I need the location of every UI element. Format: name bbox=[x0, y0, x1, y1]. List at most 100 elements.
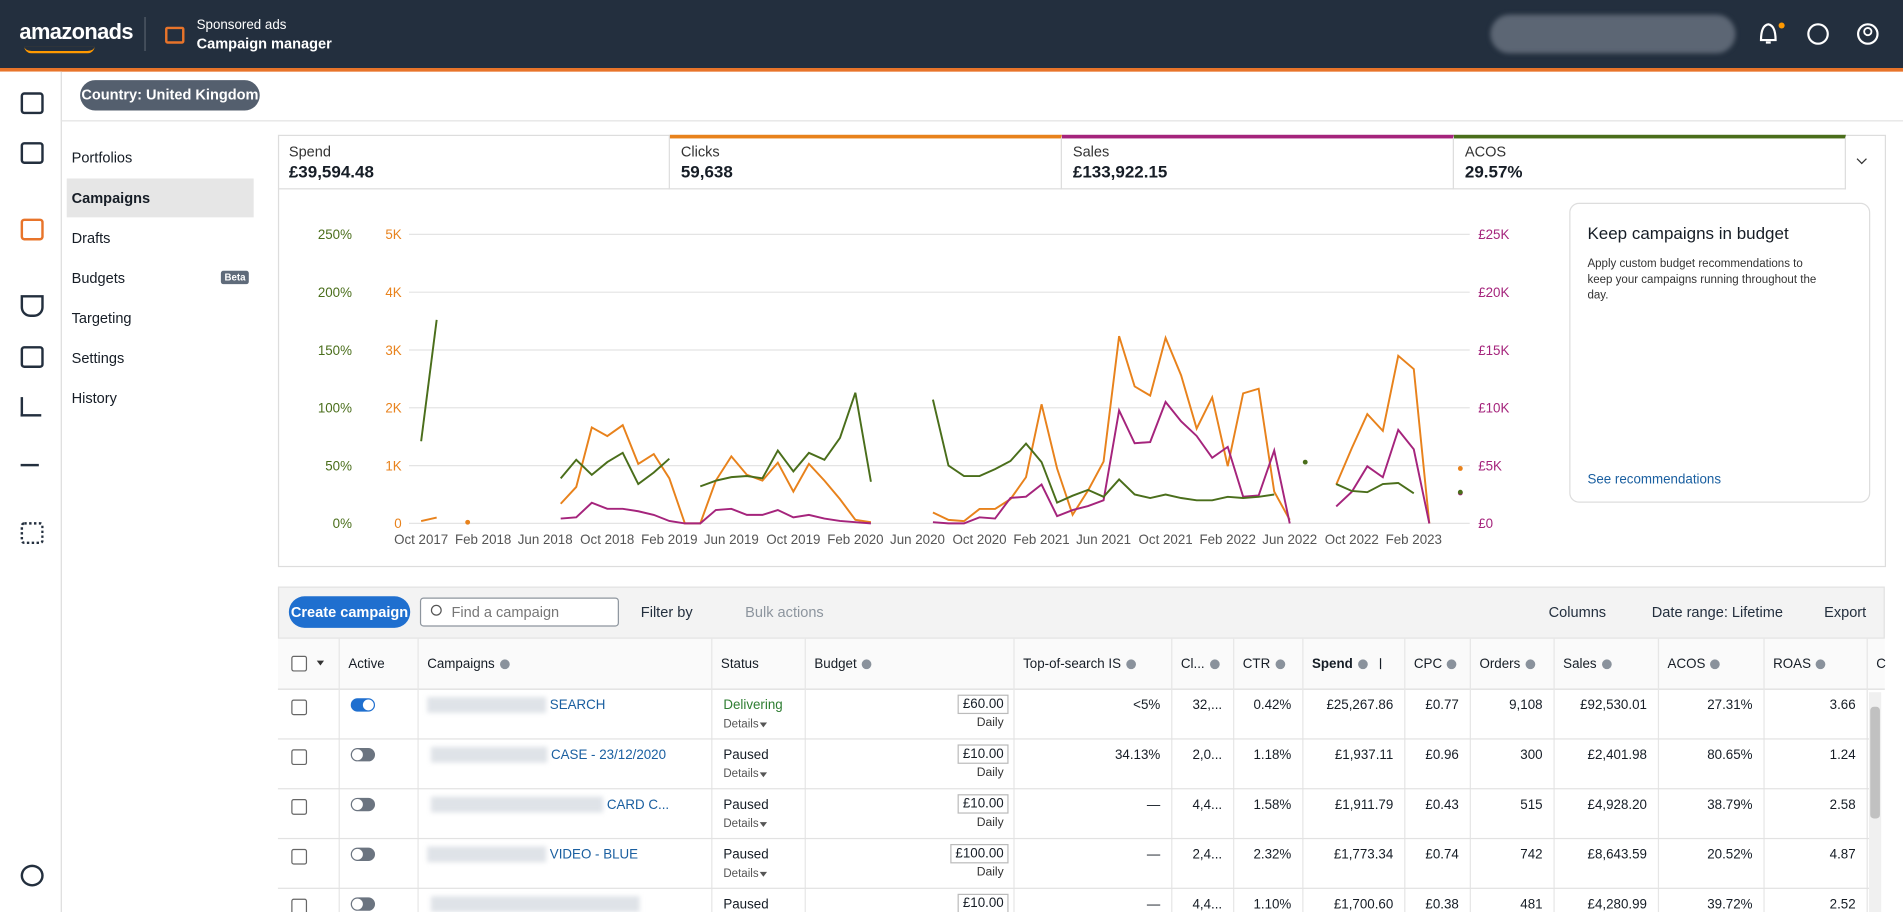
columns-button[interactable]: Columns bbox=[1548, 603, 1607, 621]
column-header[interactable]: CTR bbox=[1243, 657, 1300, 672]
column-header[interactable]: Spend bbox=[1312, 657, 1402, 672]
cell-sales: £2,401.98 bbox=[1587, 748, 1647, 763]
rail-icon[interactable] bbox=[20, 295, 44, 317]
row-checkbox[interactable] bbox=[291, 749, 308, 766]
metric-tab[interactable] bbox=[1453, 134, 1846, 190]
details-link[interactable]: Details bbox=[723, 717, 759, 732]
details-link[interactable]: Details bbox=[723, 817, 759, 831]
nav-item[interactable]: History bbox=[71, 389, 117, 407]
rail-icon[interactable] bbox=[20, 447, 39, 467]
column-header[interactable]: Budget bbox=[814, 657, 1011, 672]
column-header[interactable]: CPC bbox=[1414, 657, 1467, 672]
wallet-icon bbox=[165, 26, 185, 44]
series-line bbox=[420, 516, 437, 523]
cell-spend: £1,773.34 bbox=[1333, 847, 1394, 863]
export-button[interactable]: Export bbox=[1824, 603, 1867, 621]
user-icon[interactable] bbox=[1857, 23, 1879, 45]
bulk-actions-button[interactable]: Bulk actions bbox=[745, 603, 824, 621]
budget-input[interactable]: £100.00 bbox=[950, 843, 1009, 864]
row-checkbox[interactable] bbox=[291, 898, 308, 912]
recommendation-link[interactable]: See recommendations bbox=[1587, 472, 1722, 487]
settings-icon[interactable] bbox=[20, 864, 44, 887]
y-tick-label: £15K bbox=[1478, 343, 1509, 358]
column-header[interactable]: ROAS bbox=[1773, 657, 1864, 672]
column-header[interactable]: Campaigns bbox=[427, 657, 709, 672]
cell-acos: 20.52% bbox=[1707, 847, 1753, 863]
account-selector[interactable] bbox=[1490, 14, 1736, 54]
column-header[interactable]: Active bbox=[348, 657, 415, 672]
column-header[interactable]: Sales bbox=[1563, 657, 1655, 672]
row-checkbox[interactable] bbox=[291, 699, 308, 716]
campaign-name[interactable]: CARD C... bbox=[606, 797, 670, 813]
select-all-checkbox[interactable] bbox=[291, 655, 308, 672]
notification-dot bbox=[1778, 22, 1785, 29]
nav-item[interactable]: Targeting bbox=[71, 309, 132, 327]
y-tick-label: £25K bbox=[1478, 227, 1509, 242]
cell-orders: 300 bbox=[1520, 748, 1543, 763]
column-border bbox=[1233, 638, 1235, 912]
details-link[interactable]: Details bbox=[723, 767, 759, 781]
cell-ctr: 1.18% bbox=[1253, 748, 1292, 763]
budget-period: Daily bbox=[976, 766, 1004, 780]
scrollbar-thumb[interactable] bbox=[1870, 706, 1880, 819]
bell-icon[interactable] bbox=[1759, 23, 1777, 44]
column-header-text: Campaigns bbox=[427, 656, 495, 672]
column-header[interactable]: Top-of-search IS bbox=[1023, 657, 1169, 672]
rail-icon-active[interactable] bbox=[20, 218, 44, 241]
help-icon[interactable] bbox=[1807, 23, 1829, 45]
column-border bbox=[1171, 638, 1173, 912]
series-line bbox=[1335, 427, 1431, 524]
row-checkbox[interactable] bbox=[291, 848, 308, 865]
blurred-name bbox=[427, 846, 547, 863]
budget-input[interactable]: £10.00 bbox=[957, 893, 1009, 912]
nav-item[interactable]: Drafts bbox=[71, 229, 111, 247]
create-campaign-button[interactable]: Create campaign bbox=[288, 596, 411, 628]
budget-input[interactable]: £10.00 bbox=[957, 744, 1009, 764]
icon-rail bbox=[0, 71, 62, 912]
column-header[interactable]: Orders bbox=[1479, 657, 1551, 672]
cell-ctr: 0.42% bbox=[1253, 698, 1292, 713]
date-range-button[interactable]: Date range: Lifetime bbox=[1651, 603, 1783, 621]
metric-tab[interactable] bbox=[669, 134, 1062, 190]
cell-sales: £4,928.20 bbox=[1587, 797, 1647, 813]
rail-icon[interactable] bbox=[20, 397, 42, 417]
status: Paused bbox=[723, 748, 769, 763]
search-box[interactable] bbox=[419, 597, 619, 627]
campaign-name[interactable]: SEARCH bbox=[549, 698, 606, 713]
budget-input[interactable]: £10.00 bbox=[957, 794, 1009, 814]
info-icon bbox=[1446, 659, 1457, 670]
column-header[interactable]: ACOS bbox=[1668, 657, 1761, 672]
cell-acos: 27.31% bbox=[1707, 698, 1753, 713]
column-border bbox=[1404, 638, 1406, 912]
campaign-name[interactable]: VIDEO - BLUE bbox=[549, 847, 639, 863]
brand-logo[interactable]: amazonads bbox=[19, 19, 133, 44]
column-border bbox=[338, 638, 340, 912]
budget-input[interactable]: £60.00 bbox=[957, 694, 1009, 715]
column-header[interactable]: Status bbox=[721, 657, 802, 672]
x-tick-label: Feb 2023 bbox=[1386, 532, 1442, 547]
rail-icon[interactable] bbox=[20, 92, 44, 115]
details-link[interactable]: Details bbox=[723, 867, 759, 881]
filter-button[interactable]: Filter by bbox=[640, 603, 693, 621]
row-checkbox[interactable] bbox=[291, 799, 308, 815]
column-header[interactable]: C bbox=[1876, 657, 1900, 672]
column-border bbox=[417, 638, 419, 912]
info-icon bbox=[861, 659, 872, 670]
campaign-name[interactable]: CASE - 23/12/2020 bbox=[550, 748, 667, 763]
product-line: Sponsored ads bbox=[196, 18, 287, 33]
cell-clicks: 32,... bbox=[1192, 698, 1223, 713]
metric-tab[interactable] bbox=[277, 134, 670, 190]
nav-item[interactable]: Campaigns bbox=[66, 178, 254, 218]
column-header[interactable]: Cl... bbox=[1181, 657, 1231, 672]
nav-item[interactable]: Budgets bbox=[71, 269, 126, 287]
metric-tab[interactable] bbox=[1061, 134, 1454, 190]
rail-icon[interactable] bbox=[20, 522, 44, 545]
nav-item[interactable]: Portfolios bbox=[71, 149, 133, 167]
details-caret bbox=[759, 871, 768, 881]
data-point bbox=[1302, 459, 1308, 465]
nav-item[interactable]: Settings bbox=[71, 349, 125, 367]
country-filter[interactable]: Country: United Kingdom bbox=[80, 80, 260, 111]
rail-icon[interactable] bbox=[20, 142, 44, 164]
rail-icon[interactable] bbox=[20, 346, 44, 368]
